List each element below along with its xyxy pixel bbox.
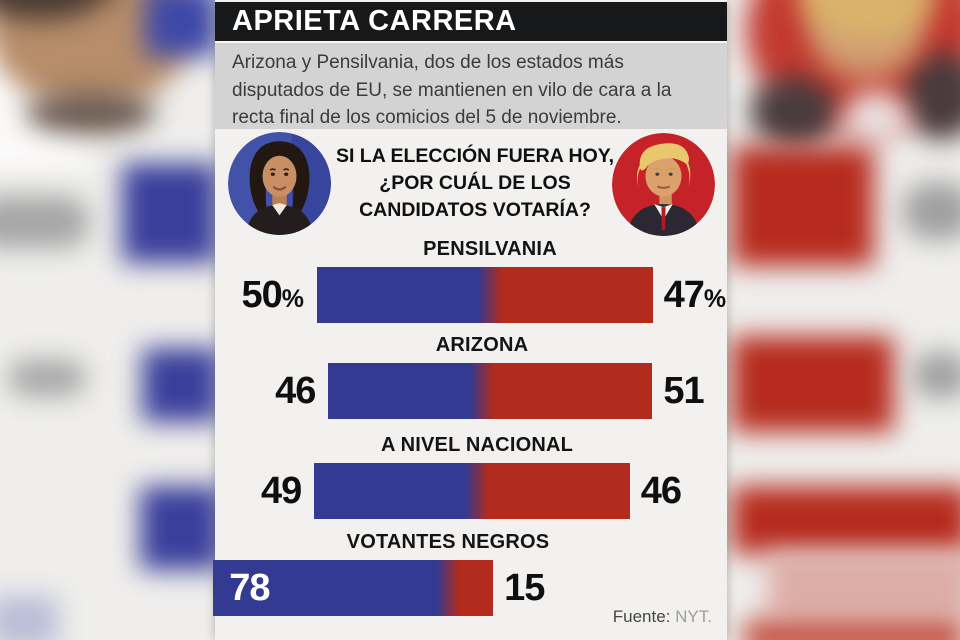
dem-bar-votantes-negros [213,560,448,616]
bar-blend-votantes-negros [434,560,462,616]
dem-value-pensilvania: 50% [241,274,304,316]
rep-bar-pensilvania [490,267,653,323]
dem-value-votantes-negros: 78 [229,567,270,609]
category-label-a-nivel-nacional: A NIVEL NACIONAL [380,434,574,456]
poll-chart: PENSILVANIA 50% 47% ARIZONA 46 51 A NIVEL NACI… [213,0,727,640]
trump-photo [612,133,715,236]
dem-bar-pensilvania [317,267,490,323]
bg-blob-trump-suit [750,76,838,148]
question-text: SI LA ELECCIÓN FUERA HOY, ¿POR CUÁL DE LO… [335,145,615,221]
bar-blend-pensilvania [476,267,504,323]
bg-blob-red-bar [744,620,960,640]
bg-blob-red-bar [732,486,960,554]
page-title: APRIETA CARRERA [232,5,517,37]
category-label-arizona: ARIZONA [435,334,529,356]
subtitle-box: Arizona y Pensilvania, dos de los estado… [215,43,727,129]
bg-blob-pink [768,552,960,618]
source-credit: Fuente: NYT. [613,607,712,627]
bg-blob-gray-text [0,196,90,248]
rep-bar-arizona [482,363,653,419]
bg-blob-blue-bar [145,0,217,56]
bar-blend-a-nivel-nacional [463,463,491,519]
bg-blob-red-bar [732,146,874,266]
bg-blob-trump-shirt [843,90,909,152]
bg-blob-blue-bar [142,348,220,422]
rep-value-votantes-negros: 15 [504,567,545,609]
bg-blob-red-bar [732,336,894,432]
dem-value-arizona: 46 [275,370,316,412]
bg-blob-trump-suit [903,52,960,140]
dem-value-a-nivel-nacional: 49 [261,470,302,512]
category-label-votantes-negros: VOTANTES NEGROS [346,531,550,553]
dem-bar-arizona [328,363,482,419]
bg-blob-gray-text [8,360,86,396]
subtitle-text: Arizona y Pensilvania, dos de los estado… [232,52,672,128]
bg-blob-blue-bar [0,596,58,640]
bg-blob-gray-text [902,182,960,240]
headline-bar: APRIETA CARRERA [215,2,727,43]
source-agency: NYT. [675,607,712,626]
bg-blob-harris-suit [25,92,155,134]
infographic-panel: APRIETA CARRERA Arizona y Pensilvania, d… [213,0,727,640]
trump-portrait-illustration [612,133,715,236]
rep-value-arizona: 51 [663,370,704,412]
source-label: Fuente: [612,607,671,626]
bg-blob-blue-bar [140,486,222,570]
dem-bar-a-nivel-nacional [314,463,477,519]
rep-value-a-nivel-nacional: 46 [640,470,682,512]
bar-blend-arizona [468,363,496,419]
rep-value-pensilvania: 47% [663,274,727,316]
bg-blob-gray-text [912,352,960,398]
rep-bar-a-nivel-nacional [477,463,630,519]
bg-blob-blue-bar [122,163,218,263]
category-label-pensilvania: PENSILVANIA [423,238,557,260]
